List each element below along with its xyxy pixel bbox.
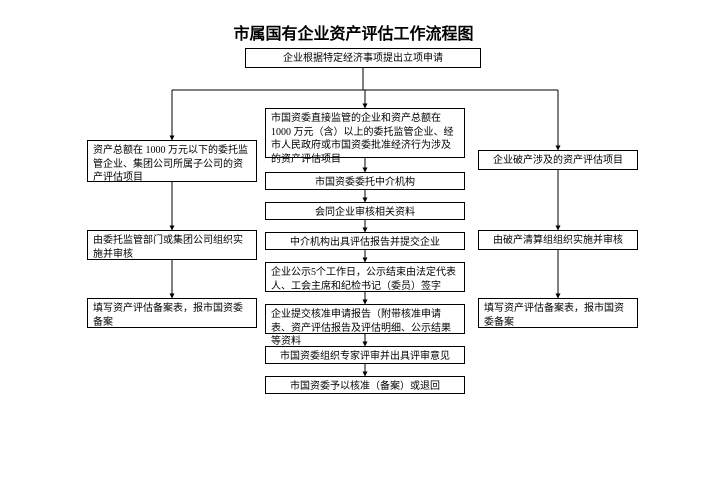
page-title: 市属国有企业资产评估工作流程图	[0, 0, 707, 50]
node-right-3: 填写资产评估备案表，报市国资委备案	[478, 298, 638, 328]
node-mid-7: 市国资委组织专家评审并出具评审意见	[265, 346, 465, 364]
node-left-1: 资产总额在 1000 万元以下的委托监管企业、集团公司所属子公司的资产评估项目	[87, 140, 257, 182]
node-mid-3: 会同企业审核相关资料	[265, 202, 465, 220]
node-mid-8: 市国资委予以核准（备案）或退回	[265, 376, 465, 394]
node-mid-6: 企业提交核准申请报告（附带核准申请表、资产评估报告及评估明细、公示结果等资料	[265, 304, 465, 334]
node-mid-1: 市国资委直接监管的企业和资产总额在 1000 万元（含）以上的委托监管企业、经市…	[265, 108, 465, 158]
node-left-2: 由委托监管部门或集团公司组织实施并审核	[87, 230, 257, 260]
node-top: 企业根据特定经济事项提出立项申请	[245, 48, 481, 68]
node-mid-4: 中介机构出具评估报告并提交企业	[265, 232, 465, 250]
node-left-3: 填写资产评估备案表，报市国资委备案	[87, 298, 257, 328]
node-right-1: 企业破产涉及的资产评估项目	[478, 150, 638, 170]
node-mid-2: 市国资委委托中介机构	[265, 172, 465, 190]
node-mid-5: 企业公示5个工作日，公示结束由法定代表人、工会主席和纪检书记（委员）签字	[265, 262, 465, 292]
node-right-2: 由破产清算组组织实施并审核	[478, 230, 638, 250]
